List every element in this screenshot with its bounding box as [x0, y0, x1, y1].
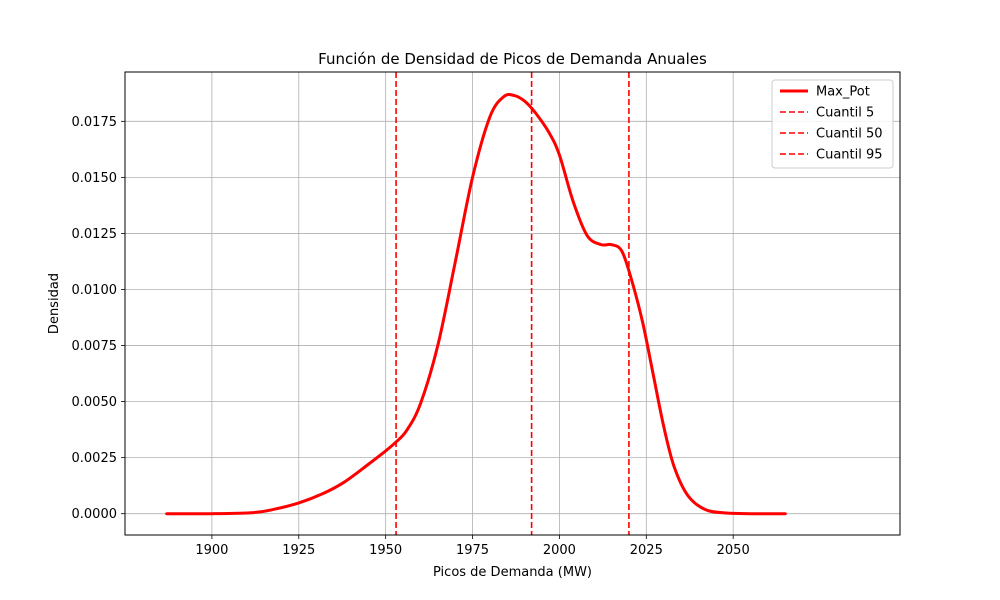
legend: Max_Pot Cuantil 5 Cuantil 50 Cuantil 95: [771, 79, 894, 169]
legend-label: Cuantil 5: [816, 106, 874, 121]
x-tick-label: 2025: [630, 543, 663, 558]
plot-frame: [124, 71, 901, 536]
y-tick-label: 0.0025: [72, 451, 118, 466]
x-tick-label: 1950: [369, 543, 402, 558]
y-tick-label: 0.0175: [72, 115, 118, 130]
density-curve-max-pot: [165, 92, 787, 516]
x-tick-label: 1975: [456, 543, 489, 558]
y-axis-label: Densidad: [47, 273, 62, 334]
x-axis-label: Picos de Demanda (MW): [433, 565, 592, 580]
y-tick-label: 0.0100: [72, 283, 118, 298]
y-tick-label: 0.0125: [72, 227, 118, 242]
x-tick-label: 2000: [543, 543, 576, 558]
chart-title: Función de Densidad de Picos de Demanda …: [318, 50, 707, 68]
legend-label: Cuantil 50: [816, 127, 883, 142]
legend-label: Max_Pot: [816, 85, 870, 100]
legend-box: [771, 79, 894, 169]
y-tick-label: 0.0000: [72, 507, 118, 522]
x-tick-label: 1900: [195, 543, 228, 558]
x-tick-label: 2050: [717, 543, 750, 558]
y-tick-label: 0.0050: [72, 395, 118, 410]
x-tick-label: 1925: [282, 543, 315, 558]
grid-layer: [125, 72, 900, 535]
y-tick-label: 0.0150: [72, 171, 118, 186]
legend-label: Cuantil 95: [816, 148, 883, 163]
data-layer: [165, 72, 787, 535]
tick-layer: 1900 1925 1950 1975 2000 2025 2050 0.0000 0.0025…: [72, 115, 750, 558]
y-tick-label: 0.0075: [72, 339, 118, 354]
